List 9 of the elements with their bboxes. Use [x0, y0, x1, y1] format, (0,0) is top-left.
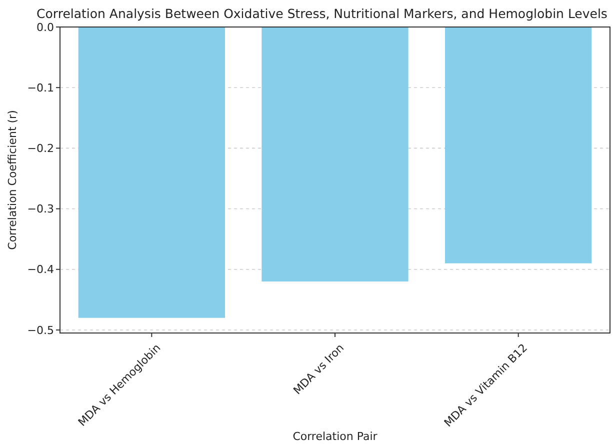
y-tick-label: −0.1: [27, 81, 54, 94]
x-axis-title: Correlation Pair: [292, 430, 378, 443]
y-tick-label: −0.5: [27, 324, 54, 337]
y-tick-label: −0.2: [27, 142, 54, 156]
y-axis-title: Correlation Coefficient (r): [6, 110, 19, 250]
y-tick-label: 0.0: [36, 20, 54, 34]
y-tick-label: −0.3: [27, 202, 54, 216]
chart-title: Correlation Analysis Between Oxidative Stress, Nutritional Markers, and Hemoglobin Levels: [36, 6, 608, 21]
y-tick-label: −0.4: [27, 263, 54, 276]
